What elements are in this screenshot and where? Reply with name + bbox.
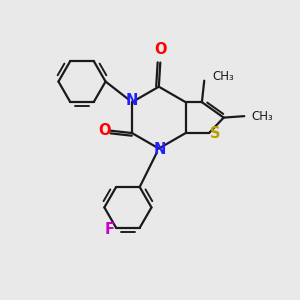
Text: N: N — [153, 142, 166, 157]
Text: O: O — [98, 123, 111, 138]
Text: F: F — [105, 222, 115, 237]
Text: N: N — [125, 94, 138, 109]
Text: S: S — [210, 126, 221, 141]
Text: CH₃: CH₃ — [251, 110, 273, 123]
Text: O: O — [154, 42, 167, 57]
Text: CH₃: CH₃ — [212, 70, 234, 83]
